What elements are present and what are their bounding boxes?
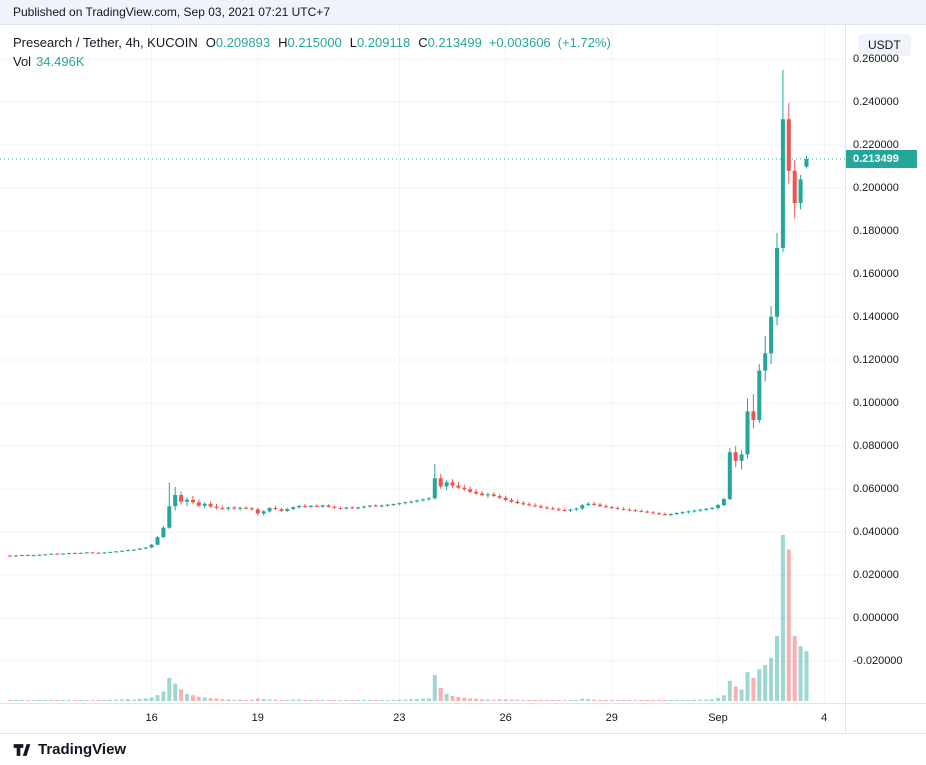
- price-axis-label: 0.080000: [853, 440, 899, 452]
- candlestick-chart[interactable]: [0, 25, 845, 703]
- price-axis-label: 0.160000: [853, 268, 899, 280]
- high-value: H0.215000: [278, 35, 342, 50]
- tradingview-brand[interactable]: TradingView: [38, 741, 127, 758]
- legend-ohlc-row: Presearch / Tether, 4h, KUCOIN O0.209893…: [13, 33, 611, 52]
- footer-bar: TradingView: [0, 733, 926, 765]
- volume-value: 34.496K: [36, 54, 85, 69]
- volume-label: Vol: [13, 54, 32, 69]
- time-axis-label: 29: [605, 712, 618, 724]
- published-bar: Published on TradingView.com, Sep 03, 20…: [0, 0, 926, 25]
- price-axis-label: 0.020000: [853, 569, 899, 581]
- time-axis-label: Sep: [708, 712, 728, 724]
- price-axis-label: 0.100000: [853, 397, 899, 409]
- legend-volume-row: Vol 34.496K: [13, 52, 611, 71]
- change-value: +0.003606: [488, 35, 551, 50]
- tradingview-logo-icon[interactable]: [12, 740, 32, 760]
- price-axis-label: 0.140000: [853, 311, 899, 323]
- close-value: C0.213499: [418, 35, 482, 50]
- low-value: L0.209118: [349, 35, 411, 50]
- price-axis-label: 0.260000: [853, 53, 899, 65]
- price-axis-label: 0.220000: [853, 139, 899, 151]
- time-axis-label: 4: [821, 712, 828, 724]
- axis-divider: [845, 703, 846, 733]
- time-axis-label: 26: [499, 712, 512, 724]
- time-axis-label: 19: [251, 712, 264, 724]
- last-price-label: 0.213499: [846, 149, 917, 168]
- open-value: O0.209893: [205, 35, 271, 50]
- currency-badge: USDT: [858, 34, 911, 56]
- price-axis-label: 0.060000: [853, 483, 899, 495]
- time-axis[interactable]: 16 19 23 26 29 Sep 4: [0, 703, 926, 733]
- price-axis-label: 0.040000: [853, 526, 899, 538]
- price-axis-label: 0.120000: [853, 354, 899, 366]
- price-axis-label: -0.020000: [853, 655, 903, 667]
- time-axis-label: 16: [145, 712, 158, 724]
- price-axis-label: 0.240000: [853, 96, 899, 108]
- time-axis-label: 23: [393, 712, 406, 724]
- symbol-title: Presearch / Tether, 4h, KUCOIN: [13, 35, 198, 50]
- price-axis-label: 0.200000: [853, 182, 899, 194]
- published-text: Published on TradingView.com, Sep 03, 20…: [13, 5, 330, 19]
- chart-pane[interactable]: Presearch / Tether, 4h, KUCOIN O0.209893…: [0, 25, 845, 703]
- price-axis-label: 0.180000: [853, 225, 899, 237]
- change-percent: (+1.72%): [557, 35, 611, 50]
- chart-legend: Presearch / Tether, 4h, KUCOIN O0.209893…: [13, 33, 611, 71]
- price-axis[interactable]: USDT 0.260000 0.240000 0.220000 0.200000 0.1…: [845, 25, 926, 703]
- price-axis-label: 0.000000: [853, 612, 899, 624]
